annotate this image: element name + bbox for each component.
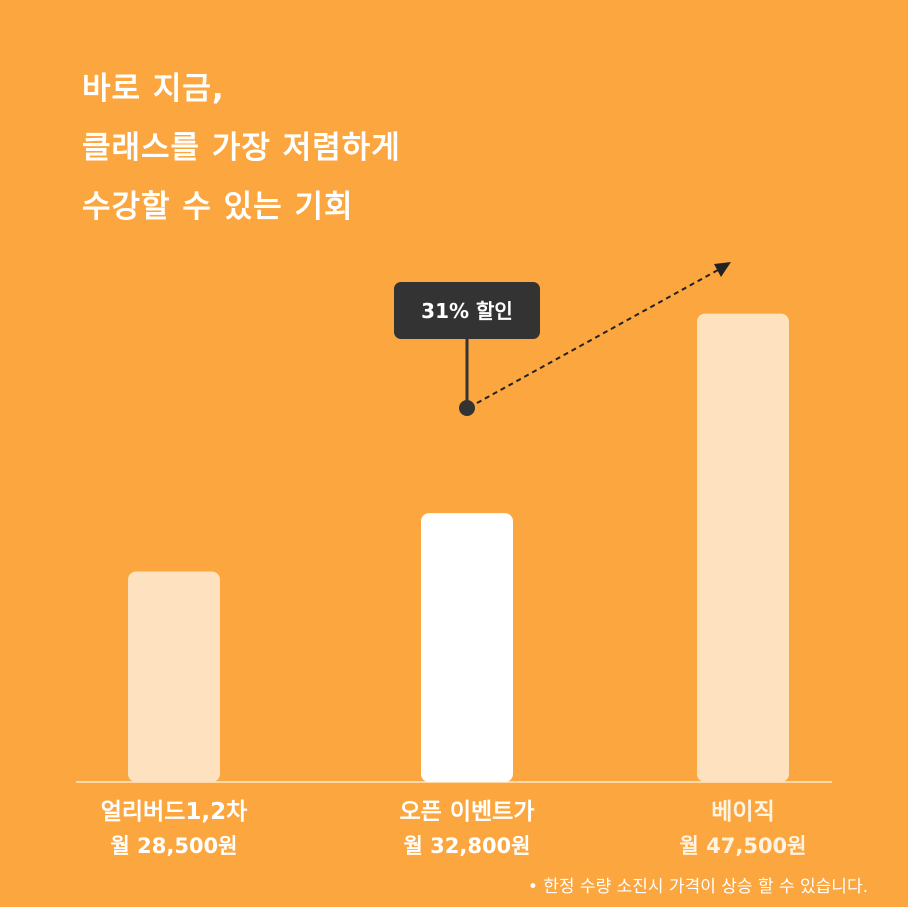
footnote: • 한정 수량 소진시 가격이 상승 할 수 있습니다. bbox=[527, 877, 868, 897]
bar-2 bbox=[697, 313, 789, 782]
headline-line-2: 클래스를 가장 저렴하게 bbox=[82, 130, 401, 166]
callout-label: 31% 할인 bbox=[421, 299, 513, 323]
category-name: 베이직 bbox=[711, 799, 775, 825]
headline: 바로 지금, 클래스를 가장 저렴하게 수강할 수 있는 기회 bbox=[82, 60, 401, 237]
headline-line-1: 바로 지금, bbox=[82, 71, 225, 107]
trend-arrow-head-icon bbox=[714, 262, 731, 277]
bar-0 bbox=[128, 571, 220, 782]
category-price: 월 47,500원 bbox=[679, 834, 807, 858]
callout-dot bbox=[459, 400, 475, 416]
category-name: 오픈 이벤트가 bbox=[399, 799, 535, 825]
trend-arrow-line bbox=[476, 269, 719, 404]
callout-box bbox=[394, 282, 540, 339]
bar-1 bbox=[421, 513, 513, 782]
category-price: 월 28,500원 bbox=[110, 834, 238, 858]
category-name: 얼리버드1,2차 bbox=[100, 799, 248, 825]
headline-line-3: 수강할 수 있는 기회 bbox=[82, 189, 354, 225]
category-price: 월 32,800원 bbox=[403, 834, 531, 858]
